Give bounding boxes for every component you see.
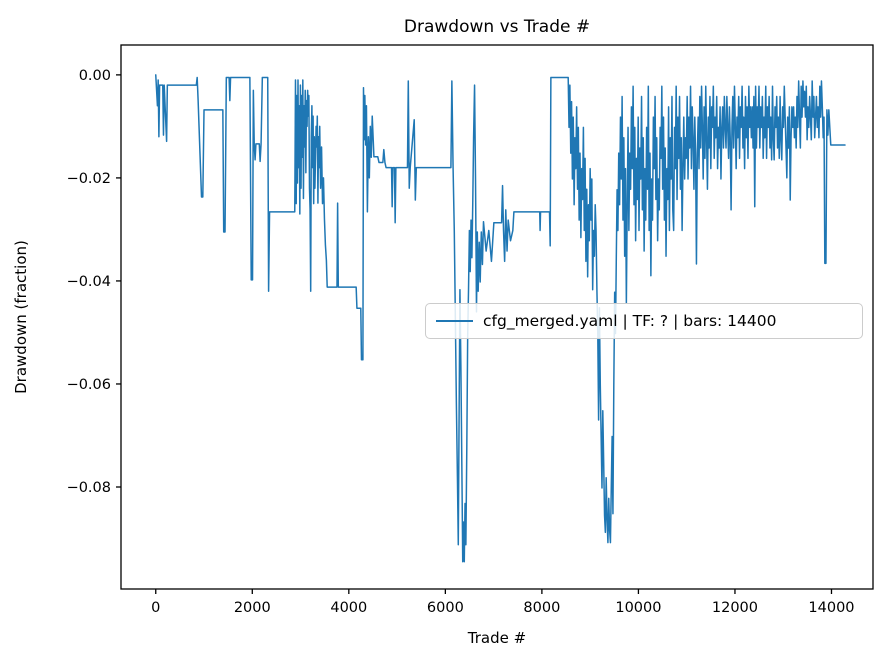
legend: cfg_merged.yaml | TF: ? | bars: 14400 [425,303,863,339]
y-tick-label: −0.04 [67,274,111,290]
x-tick-label: 4000 [330,600,367,616]
x-tick-label: 8000 [523,600,560,616]
x-tick-label: 6000 [427,600,464,616]
x-axis-label: Trade # [467,629,527,647]
legend-label: cfg_merged.yaml | TF: ? | bars: 14400 [483,312,777,330]
chart-title: Drawdown vs Trade # [403,17,591,37]
y-tick-label: −0.02 [67,171,111,187]
y-tick-label: −0.08 [67,480,111,496]
plot-spines [120,44,874,590]
legend-line-sample [436,320,473,322]
y-axis-label: Drawdown (fraction) [12,240,30,394]
y-tick-label: −0.06 [67,377,111,393]
drawdown-line [155,74,846,563]
x-tick-label: 10000 [615,600,661,616]
x-tick-label: 0 [151,600,160,616]
x-tick-label: 12000 [712,600,758,616]
x-tick-label: 2000 [234,600,271,616]
x-tick-label: 14000 [808,600,854,616]
y-tick-label: 0.00 [79,68,111,84]
